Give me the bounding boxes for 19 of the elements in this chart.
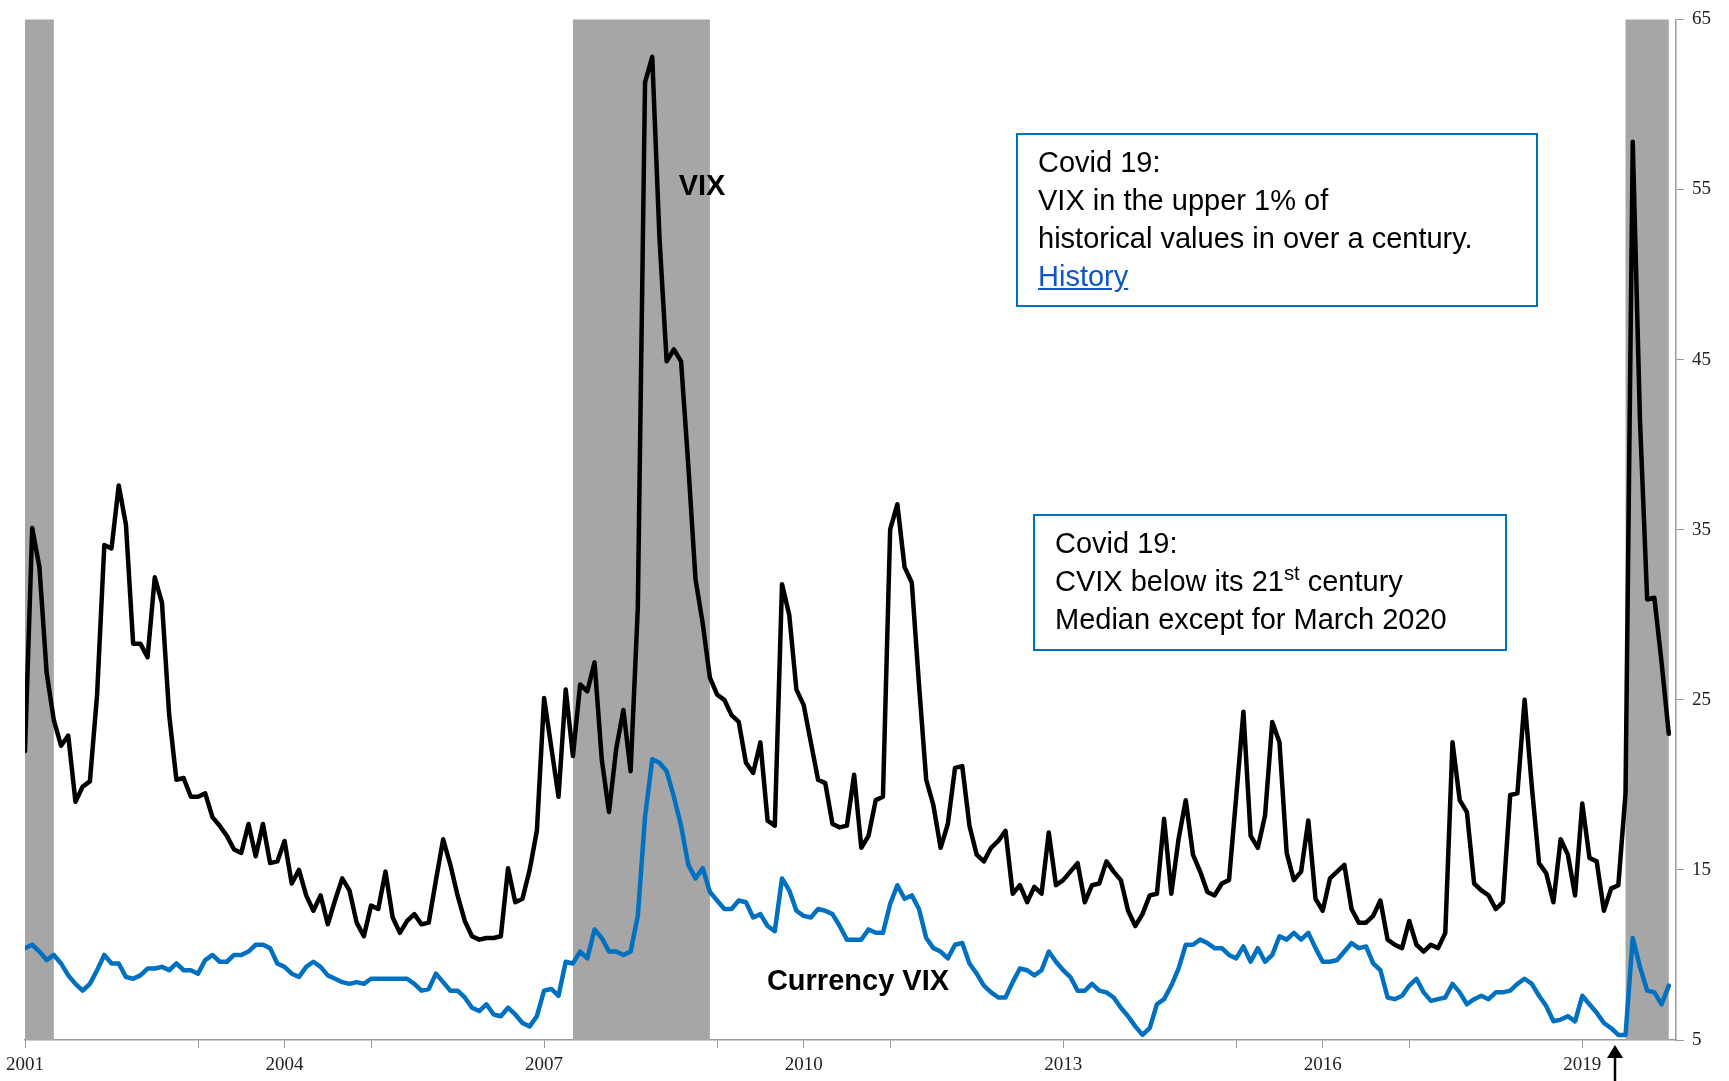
y-tick-label: 45 <box>1692 347 1711 369</box>
y-tick-label: 15 <box>1692 857 1711 879</box>
x-tick-label: 2019 <box>1563 1053 1602 1075</box>
x-tick-label: 2007 <box>525 1053 564 1075</box>
x-tick-label: 2016 <box>1303 1053 1342 1075</box>
x-tick-label: 2004 <box>265 1053 305 1075</box>
y-tick-label: 35 <box>1692 517 1711 539</box>
y-tick-label: 55 <box>1692 177 1711 199</box>
series-label: VIX <box>678 168 726 202</box>
y-tick-label: 65 <box>1692 7 1711 29</box>
annotation: History <box>1038 260 1129 292</box>
x-tick-label: 2013 <box>1044 1053 1083 1075</box>
y-tick-label: 25 <box>1692 687 1711 709</box>
annotation: Covid 19: CVIX below its 21$^{st}$ century Median except for March 2020 <box>1033 514 1507 651</box>
annotation: Covid 19: VIX in the upper 1% of historical values in over a century. <box>1038 145 1474 256</box>
series-label: Currency VIX <box>766 963 950 997</box>
x-tick-label: 2001 <box>6 1053 44 1075</box>
y-tick-label: 5 <box>1692 1027 1702 1049</box>
x-tick-label: 2010 <box>784 1053 823 1075</box>
